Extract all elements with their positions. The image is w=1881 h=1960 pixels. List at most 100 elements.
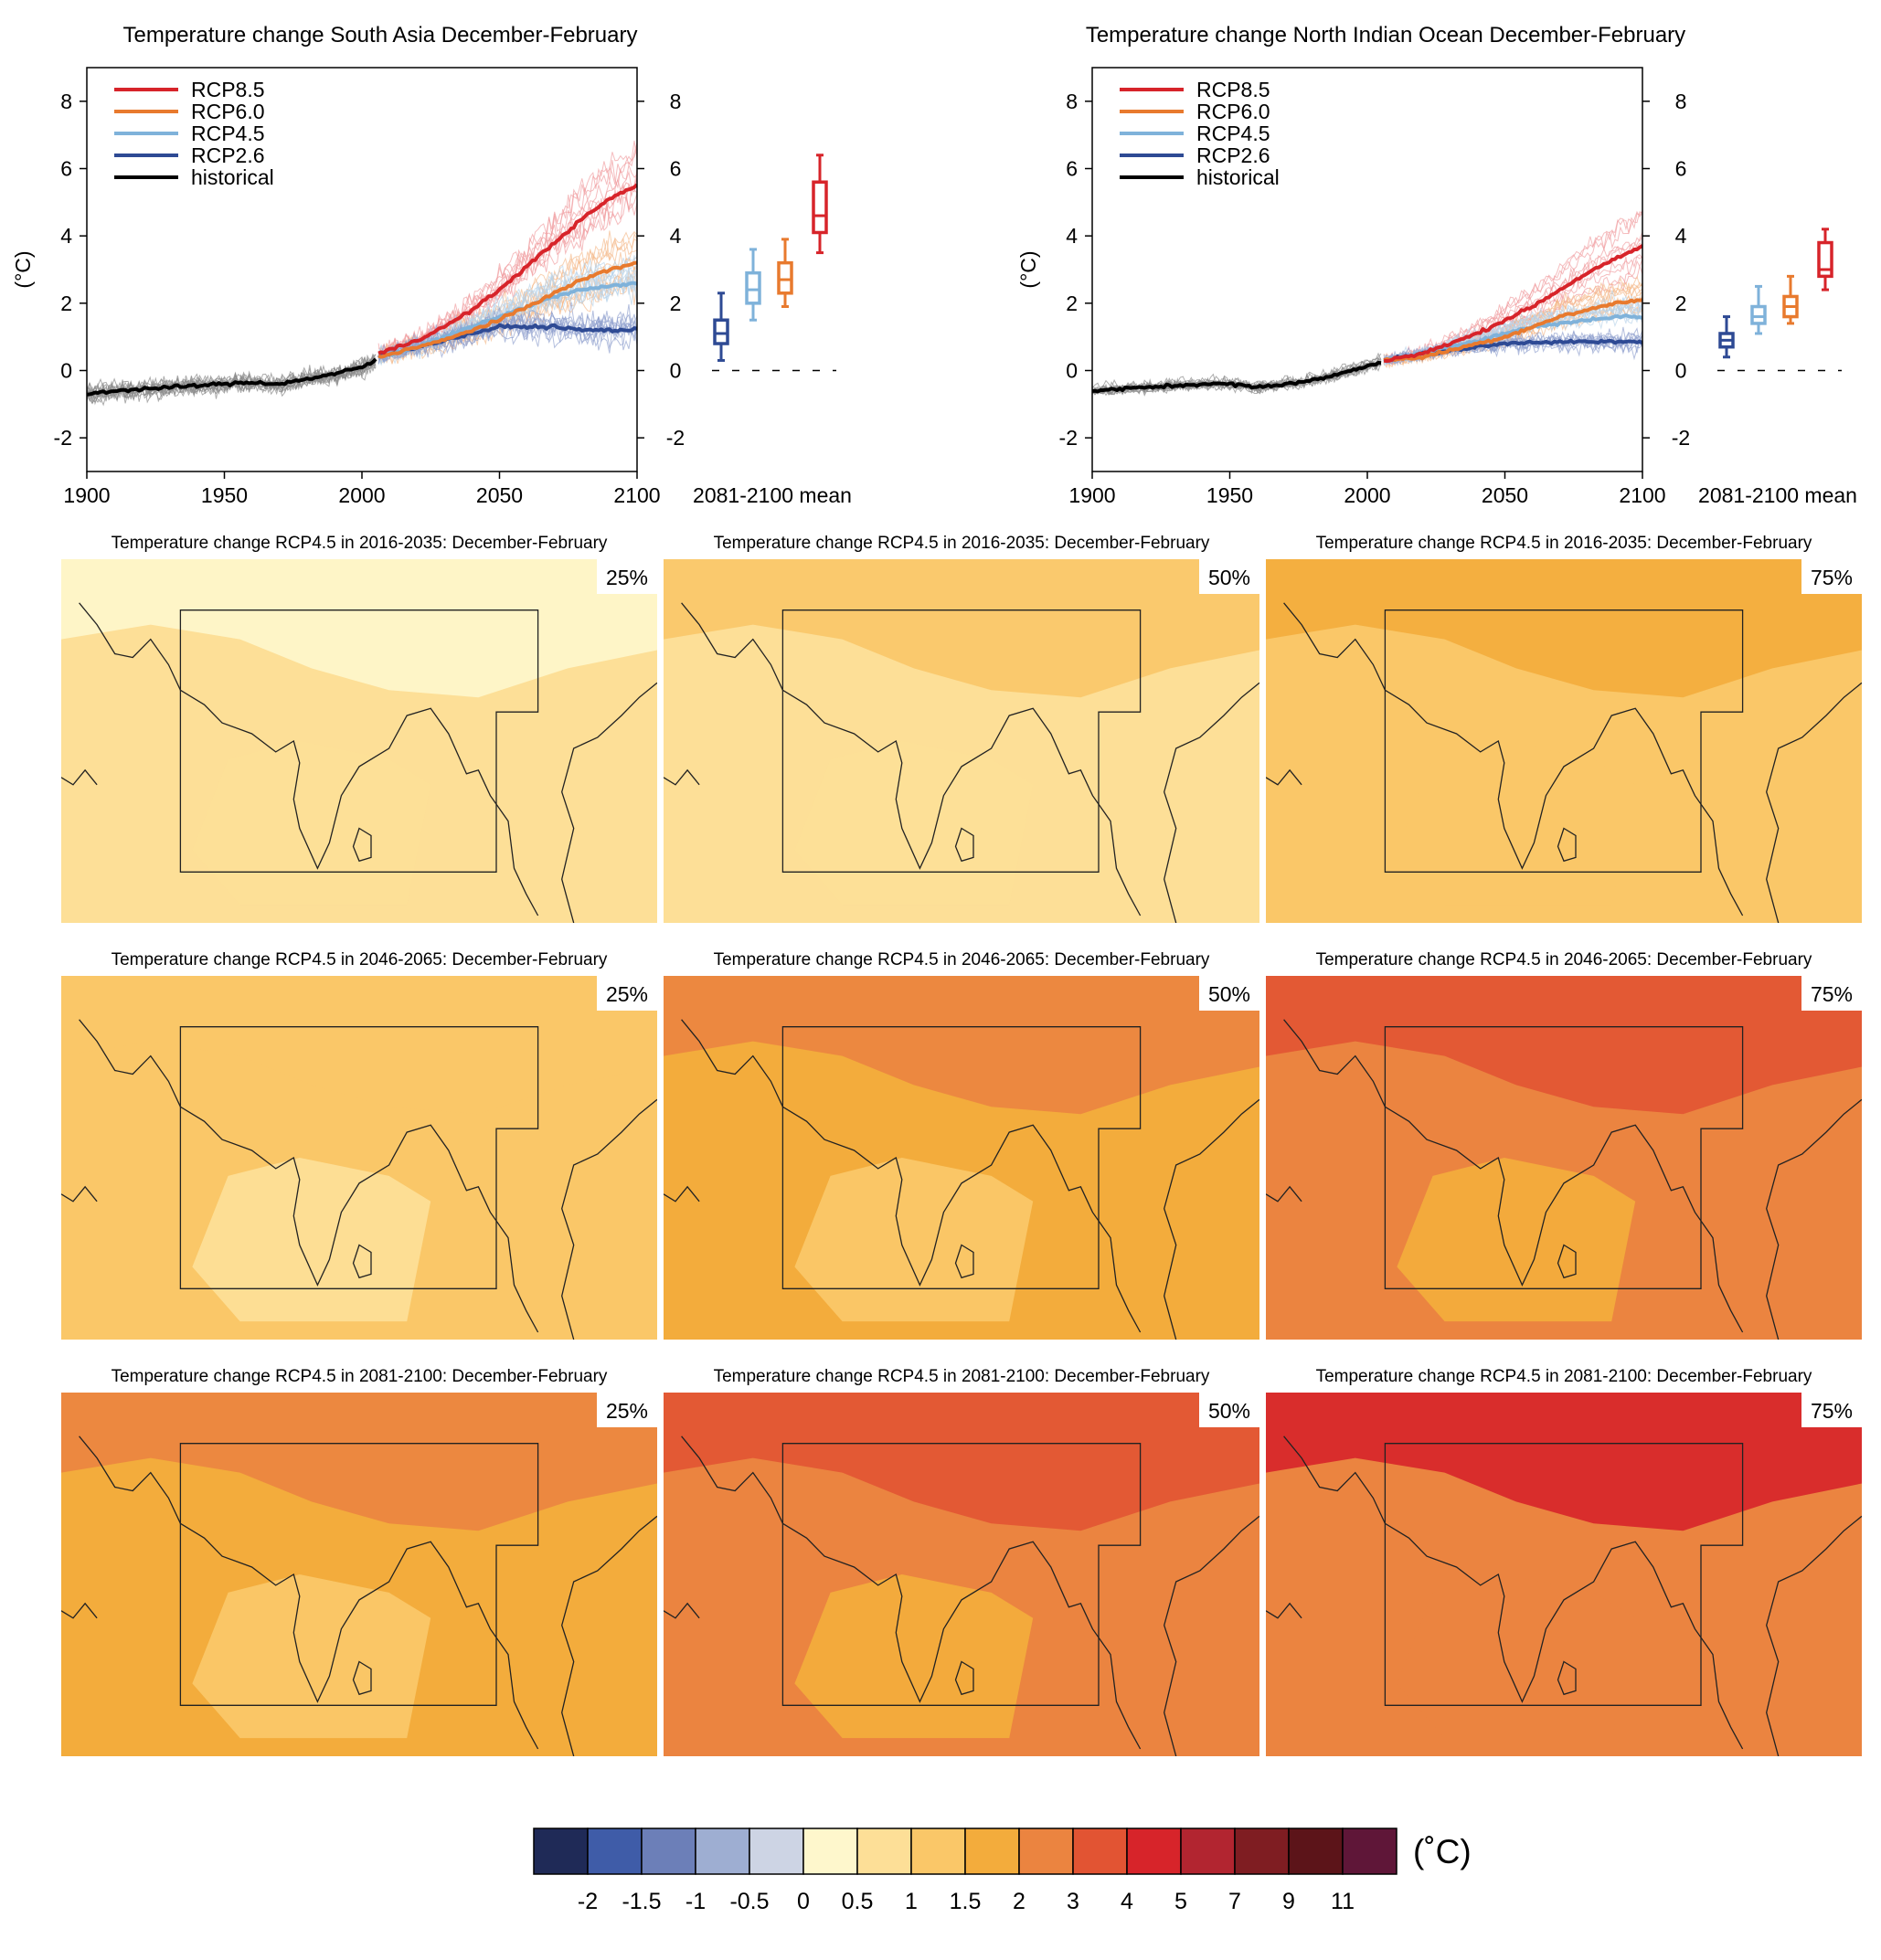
colorbar-swatch — [749, 1828, 804, 1875]
percentile-badge: 50% — [1208, 566, 1250, 589]
y-tick-label: 4 — [1066, 224, 1078, 248]
y-tick-label: 8 — [60, 90, 72, 113]
region-box — [781, 609, 1142, 873]
legend-label: RCP6.0 — [191, 100, 265, 123]
coastline — [61, 1602, 98, 1619]
colorbar-label: 1 — [905, 1889, 918, 1914]
colorbar-swatch — [695, 1828, 750, 1875]
coastline — [79, 1019, 539, 1333]
map-panel-r1-c3: Temperature change RCP4.5 in 2016-2035: … — [1266, 534, 1862, 923]
timeseries-panels: Temperature change South Asia December-F… — [11, 23, 1857, 507]
map-title: Temperature change RCP4.5 in 2016-2035: … — [1316, 534, 1812, 553]
coastline — [1266, 1602, 1302, 1619]
colorbar-label: -1.5 — [622, 1889, 661, 1914]
colorbar-label: 2 — [1013, 1889, 1026, 1914]
y-tick-label-right: 4 — [670, 224, 682, 248]
y-tick-label-right: 8 — [1675, 90, 1687, 113]
island-outline — [1557, 1660, 1577, 1696]
region-box — [781, 1443, 1142, 1706]
map-panel-r3-c1: Temperature change RCP4.5 in 2081-2100: … — [61, 1367, 657, 1756]
percentile-badge-bg — [1801, 559, 1862, 594]
map-contour-south — [794, 741, 1034, 906]
map-contour-south — [1397, 1158, 1636, 1322]
island-outline — [352, 1660, 372, 1696]
colorbar-swatch — [802, 1828, 858, 1875]
legend-label: RCP8.5 — [191, 78, 265, 101]
coastline — [664, 1602, 700, 1619]
map-contour-south — [1397, 1574, 1636, 1739]
percentile-badge-bg — [1801, 1393, 1862, 1427]
box-rcp26 — [713, 291, 729, 362]
colorbar: -2 -1.5 -1 -0.5 0 0.5 1 1.5 2 3 4 5 7 9 11 (˚C) — [533, 1828, 1472, 1914]
map-panel-r1-c1: Temperature change RCP4.5 in 2016-2035: … — [61, 534, 657, 923]
map-field — [1266, 1393, 1862, 1756]
map-field — [61, 559, 657, 923]
map-title: Temperature change RCP4.5 in 2081-2100: … — [714, 1367, 1210, 1386]
coastline — [561, 682, 657, 923]
map-title: Temperature change RCP4.5 in 2016-2035: … — [112, 534, 608, 553]
region-box — [1384, 1443, 1744, 1706]
coastline — [681, 1436, 1142, 1750]
x-tick-label: 2000 — [338, 483, 385, 507]
map-contour-south — [794, 1574, 1034, 1739]
colorbar-swatch — [1234, 1828, 1290, 1875]
y-tick-label-right: 2 — [670, 291, 682, 315]
map-contour-south — [192, 1158, 431, 1322]
coastline — [1266, 1185, 1302, 1202]
box-rcp60 — [1782, 274, 1799, 325]
colorbar-label: 7 — [1228, 1889, 1241, 1914]
y-axis-label: (°C) — [1016, 250, 1040, 288]
percentile-badge-bg — [1199, 1393, 1259, 1427]
coastline — [79, 1436, 539, 1750]
percentile-badge: 25% — [606, 566, 648, 589]
colorbar-label: 3 — [1067, 1889, 1079, 1914]
legend-label: RCP4.5 — [1196, 122, 1270, 145]
map-title: Temperature change RCP4.5 in 2016-2035: … — [714, 534, 1210, 553]
map-contour-north — [664, 976, 1259, 1115]
percentile-badge-bg — [1199, 976, 1259, 1011]
region-box — [179, 609, 539, 873]
map-contour-south — [192, 1574, 431, 1739]
colorbar-label: -1 — [685, 1889, 706, 1914]
y-tick-label-right: -2 — [666, 426, 685, 450]
legend-label: RCP4.5 — [191, 122, 265, 145]
y-tick-label: -2 — [54, 426, 72, 450]
coastline — [1283, 602, 1744, 916]
x-tick-label: 2100 — [613, 483, 660, 507]
map-field — [664, 1393, 1259, 1756]
colorbar-label: 0.5 — [842, 1889, 874, 1914]
map-title: Temperature change RCP4.5 in 2081-2100: … — [112, 1367, 608, 1386]
colorbar-swatch — [1342, 1828, 1397, 1875]
map-contour-north — [1266, 559, 1862, 698]
box-iqr — [777, 260, 793, 295]
percentile-badge: 75% — [1811, 566, 1853, 589]
series-line-rcp85 — [1383, 244, 1642, 364]
legend-label: historical — [191, 165, 274, 189]
coastline — [1164, 1098, 1259, 1340]
colorbar-swatch — [1180, 1828, 1236, 1875]
timeseries-panel-1: Temperature change South Asia December-F… — [11, 23, 852, 507]
coastline — [79, 602, 539, 916]
map-field — [61, 1393, 657, 1756]
box-rcp85 — [812, 154, 828, 255]
ensemble-members — [1092, 210, 1642, 397]
y-tick-label: 4 — [60, 224, 72, 248]
percentile-badge: 50% — [1208, 982, 1250, 1006]
colorbar-swatch — [910, 1828, 966, 1875]
map-field — [61, 976, 657, 1340]
map-contour-north — [61, 976, 657, 1115]
colorbar-label: 5 — [1174, 1889, 1187, 1914]
y-tick-label: 8 — [1066, 90, 1078, 113]
coastline — [681, 602, 1142, 916]
y-tick-label-right: 0 — [1675, 359, 1687, 383]
colorbar-label: 9 — [1282, 1889, 1295, 1914]
plot-frame — [1091, 67, 1643, 472]
percentile-badge: 75% — [1811, 1399, 1853, 1423]
percentile-badge: 75% — [1811, 982, 1853, 1006]
colorbar-label: -0.5 — [729, 1889, 769, 1914]
coastline — [1283, 1019, 1744, 1333]
historical-member-line — [1092, 364, 1382, 396]
percentile-badge-bg — [597, 976, 657, 1011]
region-box — [781, 1026, 1142, 1289]
map-field — [664, 559, 1259, 923]
